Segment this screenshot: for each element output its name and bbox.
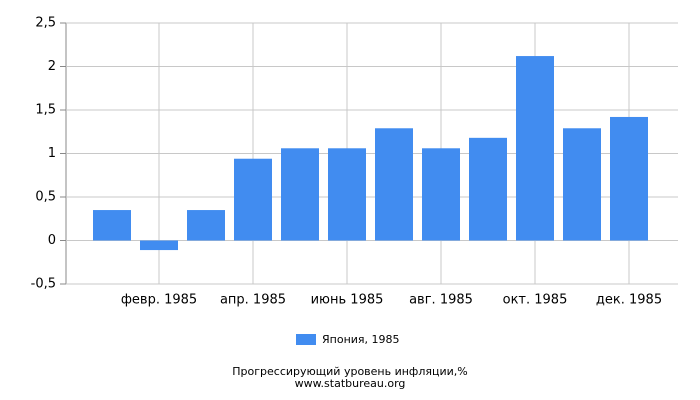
bar [375,128,413,241]
y-tick-label: 1 [48,146,56,161]
legend-swatch [296,334,316,345]
bar [563,128,601,241]
bar [469,137,507,241]
x-tick-label: дек. 1985 [596,293,662,308]
bar [610,116,648,241]
x-tick-label: июнь 1985 [311,293,384,308]
bar [422,148,460,241]
bar [93,210,131,241]
x-tick-label: окт. 1985 [503,293,568,308]
source: www.statbureau.org [295,377,406,390]
bar [516,56,554,241]
y-tick-label: 0,5 [35,190,56,205]
y-tick-label: -0,5 [31,277,56,292]
legend-label: Япония, 1985 [322,333,400,346]
bar [187,210,225,241]
bar [234,158,272,241]
x-tick-label: апр. 1985 [220,293,286,308]
y-tick-label: 0 [48,233,56,248]
x-tick-label: февр. 1985 [121,293,197,308]
y-tick-label: 2,5 [35,16,56,31]
bar [328,148,366,241]
x-tick-label: авг. 1985 [409,293,473,308]
y-tick-label: 2 [48,59,56,74]
y-tick-label: 1,5 [35,103,56,118]
bar [281,148,319,241]
bar [140,240,178,251]
chart-title: Прогрессирующий уровень инфляции,% [232,365,467,378]
